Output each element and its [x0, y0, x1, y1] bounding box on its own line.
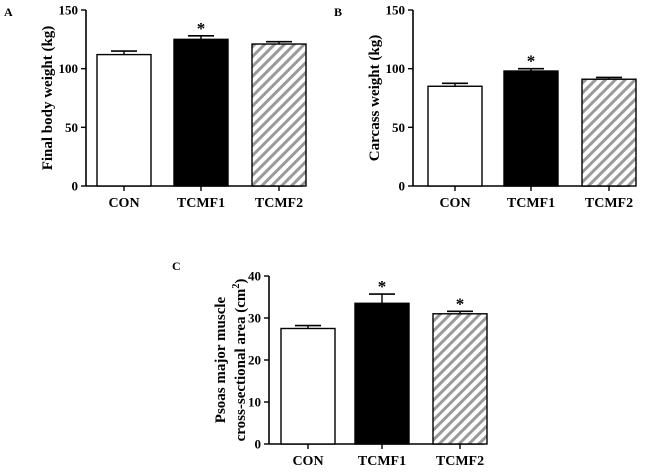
bar-tcmf2 [581, 78, 637, 187]
x-tick-label: TCMF2 [436, 454, 484, 469]
y-tick-label: 20 [248, 353, 261, 368]
y-tick-label: 100 [59, 61, 79, 76]
x-tick-label: TCMF1 [358, 454, 406, 469]
bar-con [96, 53, 152, 187]
y-axis-title-c-line2: cross-sectional area (cm2) [231, 279, 249, 442]
y-axis-title-c-superscript: 2 [231, 284, 242, 289]
significance-marker: * [456, 294, 465, 313]
y-axis-title-b: Carcass weight (kg) [367, 35, 383, 161]
bar-tcmf1 [354, 302, 410, 445]
y-tick-label: 150 [59, 3, 79, 18]
panel-c: C Psoas major muscle cross-sectional are… [172, 259, 488, 469]
y-tick-label: 0 [255, 437, 262, 452]
y-tick-label: 40 [248, 269, 261, 284]
significance-marker: * [378, 277, 387, 296]
y-tick-label: 0 [399, 179, 406, 194]
x-tick-label: CON [108, 196, 139, 211]
y-tick-label: 100 [386, 61, 406, 76]
bar-con [427, 85, 483, 187]
x-tick-label: CON [292, 454, 323, 469]
panel-label-b: B [334, 5, 342, 19]
x-tick-label: CON [439, 196, 470, 211]
y-axis-title-c-close: ) [233, 279, 249, 284]
y-tick-label: 0 [72, 179, 79, 194]
x-tick-label: TCMF2 [585, 196, 633, 211]
bar-tcmf1 [173, 38, 229, 187]
panel-a: A Final body weight (kg) 0 50 100 150 CON * TC… [4, 3, 307, 211]
panel-label-c: C [172, 259, 181, 273]
y-axis-title-c-line1: Psoas major muscle [213, 296, 229, 423]
significance-marker: * [527, 52, 536, 71]
x-tick-label: TCMF1 [177, 196, 225, 211]
panel-label-a: A [4, 5, 13, 19]
panel-b: B Carcass weight (kg) 0 50 100 150 CON * TCMF1… [334, 3, 637, 211]
y-tick-label: 50 [65, 120, 78, 135]
bar-tcmf1 [503, 70, 559, 187]
bar-tcmf2 [432, 313, 488, 445]
x-tick-label: TCMF2 [255, 196, 303, 211]
y-tick-label: 150 [386, 3, 406, 18]
y-tick-label: 30 [248, 311, 261, 326]
x-tick-label: TCMF1 [507, 196, 555, 211]
bar-tcmf2 [251, 43, 307, 187]
y-tick-label: 50 [392, 120, 405, 135]
significance-marker: * [197, 19, 206, 38]
bar-con [280, 327, 336, 445]
y-axis-title-a: Final body weight (kg) [40, 26, 56, 171]
y-tick-label: 10 [248, 395, 261, 410]
y-axis-title-c-main: cross-sectional area (cm [233, 288, 249, 441]
